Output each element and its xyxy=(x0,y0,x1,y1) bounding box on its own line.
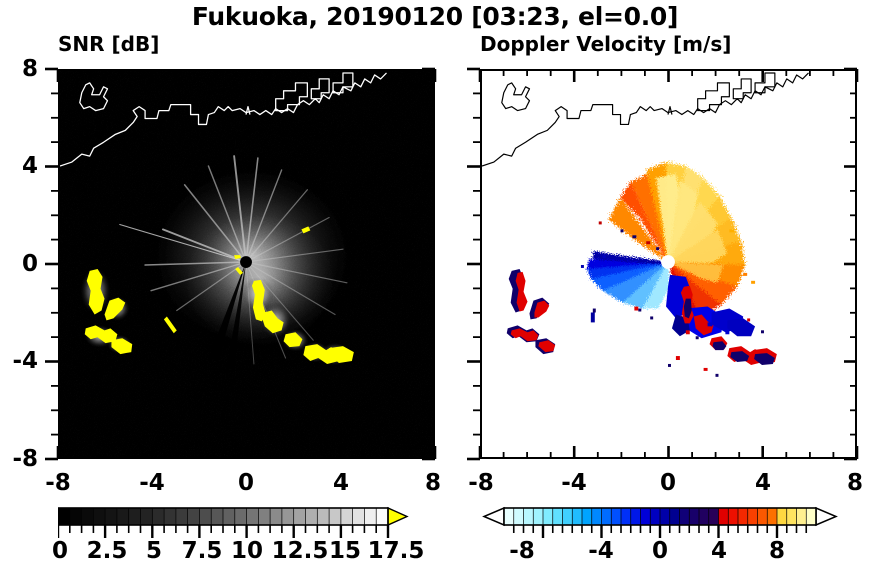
snr-colorbar-cells xyxy=(58,508,388,525)
snr-cblabel-7p5: 7.5 xyxy=(181,538,223,564)
doppler-render xyxy=(482,71,855,457)
snr-colorbar-over-arrow xyxy=(387,506,409,527)
doppler-colorbar-under-arrow xyxy=(482,506,505,527)
snr-ytick-neg8: -8 xyxy=(12,446,38,472)
snr-render xyxy=(60,71,433,457)
dop-cblabel-4: 4 xyxy=(710,538,728,564)
dop-cblabel-8: 8 xyxy=(768,538,786,564)
radar-site-marker xyxy=(240,256,252,268)
clutter-islands xyxy=(79,226,354,366)
radar-site-hole xyxy=(661,255,675,269)
doppler-colorbar-svg xyxy=(482,506,838,538)
dop-cblabel-neg8: -8 xyxy=(509,538,535,564)
snr-ytick-8: 8 xyxy=(21,56,38,82)
coastline xyxy=(482,72,809,167)
snr-ytick-4: 4 xyxy=(21,153,38,179)
snr-xtick-4: 4 xyxy=(332,470,350,496)
snr-cblabel-17p5: 17.5 xyxy=(367,538,425,564)
doppler-speckle xyxy=(580,221,764,377)
doppler-panel-title: Doppler Velocity [m/s] xyxy=(480,32,732,56)
doppler-colorbar[interactable] xyxy=(480,506,840,540)
doppler-colorbar-over-arrow xyxy=(815,506,838,527)
snr-xtick-neg8: -8 xyxy=(45,470,71,496)
snr-xtick-0: 0 xyxy=(237,470,255,496)
snr-cblabel-2p5: 2.5 xyxy=(86,538,128,564)
snr-xtick-neg4: -4 xyxy=(139,470,165,496)
doppler-plot-area[interactable] xyxy=(480,69,857,459)
dop-xtick-neg8: -8 xyxy=(468,470,494,496)
dop-xtick-8: 8 xyxy=(846,470,864,496)
snr-cblabel-10: 10 xyxy=(230,538,264,564)
snr-plot-canvas xyxy=(60,71,433,457)
snr-cblabel-15: 15 xyxy=(328,538,362,564)
snr-colorbar[interactable] xyxy=(58,506,410,540)
doppler-plot-canvas xyxy=(482,71,855,457)
snr-cblabel-0: 0 xyxy=(51,538,69,564)
inbound-velocity-lobe xyxy=(586,251,670,309)
figure-title: Fukuoka, 20190120 [03:23, el=0.0] xyxy=(191,2,679,31)
snr-xtick-8: 8 xyxy=(424,470,442,496)
coastline xyxy=(60,72,387,167)
snr-colorbar-svg xyxy=(58,506,409,538)
snr-plot-area[interactable] xyxy=(58,69,435,459)
dop-cblabel-neg4: -4 xyxy=(588,538,614,564)
snr-cblabel-5: 5 xyxy=(145,538,163,564)
dop-xtick-0: 0 xyxy=(659,470,677,496)
dop-xtick-neg4: -4 xyxy=(561,470,587,496)
clutter-islands-doppler xyxy=(506,268,777,365)
dop-xtick-4: 4 xyxy=(754,470,772,496)
snr-cblabel-12p5: 12.5 xyxy=(271,538,329,564)
dop-cblabel-0: 0 xyxy=(651,538,669,564)
snr-ytick-0: 0 xyxy=(21,251,38,277)
snr-ytick-neg4: -4 xyxy=(12,348,38,374)
snr-panel-title: SNR [dB] xyxy=(58,32,160,56)
